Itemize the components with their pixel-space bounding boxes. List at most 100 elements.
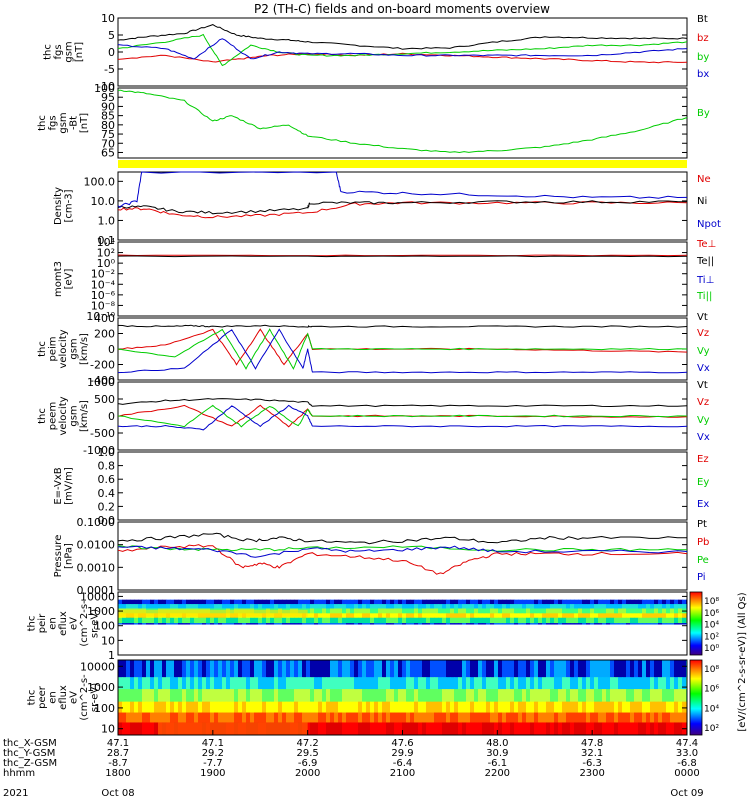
axis-row-value: 29.5 xyxy=(297,748,319,759)
peir-spectrogram xyxy=(118,592,687,655)
ylabel-peer: en xyxy=(48,691,59,704)
ytick-label-density: 100.0 xyxy=(84,175,116,188)
ylabel-peem_velocity: peem xyxy=(48,402,59,430)
panel-efield: 1.00.80.60.40.20.0 E=-VxB [mV/m] Ez Ey Ex xyxy=(53,446,710,527)
legend-moms-Ti||: Ti|| xyxy=(696,291,712,302)
ytick-label-peir: 100 xyxy=(94,620,115,633)
series-fgs_by-By xyxy=(118,89,688,154)
legend-fgs-Bt: Bt xyxy=(697,14,708,25)
ylabel-fgs_by: [nT] xyxy=(79,113,90,133)
colorbar-tick-peir: 10⁶ xyxy=(704,609,719,619)
legend-pressure-Pt: Pt xyxy=(697,519,707,530)
colorbar-peer xyxy=(689,659,703,736)
axis-date-start: Oct 08 xyxy=(101,788,134,799)
series-pressure-Pb xyxy=(117,544,688,575)
axis-row-label: thc_X-GSM xyxy=(3,738,57,749)
ylabel-fgs: fgs xyxy=(53,44,64,59)
ylabel-fgs: thc xyxy=(42,44,53,60)
ytick-label-pressure: 0.0100 xyxy=(77,539,116,552)
ytick-label-fgs: 10 xyxy=(101,12,115,25)
series-peem_velocity-Vy xyxy=(117,404,688,428)
panel-frame-peir xyxy=(117,591,688,656)
axis-row-value: 29.9 xyxy=(391,748,413,759)
ytick-label-peir: 1000 xyxy=(87,605,115,618)
axis-row-label: thc_Z-GSM xyxy=(3,758,57,769)
ytick-label-fgs: -10 xyxy=(97,80,115,93)
ylabel-fgs: [nT] xyxy=(74,42,85,62)
colorbar-label: [eV/(cm^2-s-sr-eV)] (All Qs) xyxy=(737,592,748,731)
series-peim_velocity-Vz xyxy=(117,328,688,366)
ytick-label-peem_velocity: -500 xyxy=(90,427,115,440)
ylabel-fgs_by: thc xyxy=(37,115,48,131)
axis-date-end: Oct 09 xyxy=(670,788,703,799)
ylabel-efield: [mV/m] xyxy=(63,467,74,505)
ylabel-peir: en xyxy=(48,617,59,630)
axis-row-value: 28.7 xyxy=(107,748,129,759)
legend-peem_velocity-Vt: Vt xyxy=(697,380,708,391)
peer-spectrogram xyxy=(118,660,687,735)
ytick-label-density: 10.0 xyxy=(91,195,116,208)
ytick-label-fgs: -5 xyxy=(104,63,115,76)
ylabel-fgs_by: -Bt xyxy=(69,116,80,130)
legend-peim_velocity-Vx: Vx xyxy=(697,363,710,374)
ytick-label-efield: 0.2 xyxy=(98,500,116,513)
ytick-label-peir: 10 xyxy=(101,634,115,647)
axis-row-value: 47.2 xyxy=(297,738,319,749)
legend-fgs_by-By: By xyxy=(697,108,710,119)
time-axis-group: thc_X-GSM 47.1 47.1 47.2 47.6 48.0 47.8 47.4 thc… xyxy=(3,730,704,799)
ylabel-peem_velocity: thc xyxy=(37,408,48,424)
ytick-label-peir: 10000 xyxy=(80,590,115,603)
ylabel-peim_velocity: [km/s] xyxy=(79,333,90,365)
axis-row-value: -6.3 xyxy=(582,758,602,769)
ylabel-peer: eflux xyxy=(58,685,69,710)
panel-pressure: 0.1000 0.0100 0.0010 0.0001 Pressure [nPa] Pt P… xyxy=(53,516,710,597)
yellow-quality-bar xyxy=(118,160,687,168)
ytick-label-fgs: 0 xyxy=(108,46,115,59)
ylabel-fgs_by: gsm xyxy=(58,112,69,133)
axis-row-value: -6.9 xyxy=(298,758,318,769)
ylabel-efield: E=-VxB xyxy=(53,467,64,504)
ytick-label-efield: 0.6 xyxy=(98,473,116,486)
legend-moms-Ti⊥: Ti⊥ xyxy=(696,275,714,286)
axis-row-value: -6.8 xyxy=(677,758,697,769)
ytick-label-efield: 0.4 xyxy=(98,487,116,500)
ytick-label-fgs_by: 80 xyxy=(101,119,115,132)
ylabel-peer: thc xyxy=(27,690,38,706)
axis-row-value: 47.1 xyxy=(202,738,224,749)
ytick-label-efield: 0.0 xyxy=(98,514,116,527)
axis-year: 2021 xyxy=(3,788,28,799)
panel-peem_velocity: 1000 500 0 -500 -1000 thc peem velocity gsm [km/s… xyxy=(37,376,710,457)
colorbar-tick-peer: 10⁴ xyxy=(704,704,719,714)
ylabel-peer: eV xyxy=(69,691,80,704)
axis-row-value: 1800 xyxy=(105,768,130,779)
ytick-label-peir: 1 xyxy=(108,649,115,662)
ytick-label-efield: 1.0 xyxy=(98,446,116,459)
legend-peim_velocity-Vt: Vt xyxy=(697,312,708,323)
ytick-label-peim_velocity: 200 xyxy=(94,328,115,341)
axis-row-value: 2100 xyxy=(390,768,415,779)
ytick-label-moms: 10⁻⁶ xyxy=(91,289,116,302)
ytick-label-pressure: 0.1000 xyxy=(77,516,116,529)
ytick-label-moms: 10⁻¹⁰ xyxy=(86,310,115,323)
legend-density-Ni: Ni xyxy=(697,196,707,207)
series-peem_velocity-Vt xyxy=(117,398,688,408)
legend-efield-Ex: Ex xyxy=(697,499,709,510)
ytick-label-moms: 10⁻⁴ xyxy=(91,278,116,291)
ylabel-peem_velocity: [km/s] xyxy=(79,400,90,432)
axis-row-value: 0000 xyxy=(674,768,699,779)
panel-frame-fgs_by xyxy=(117,87,688,159)
colorbar-tick-peir: 10⁰ xyxy=(704,644,719,654)
series-density-Ne xyxy=(117,201,688,219)
series-peem_velocity-Vx xyxy=(117,404,688,431)
ytick-label-peem_velocity: 500 xyxy=(94,393,115,406)
ytick-label-fgs_by: 75 xyxy=(101,128,115,141)
ytick-label-pressure: 0.0010 xyxy=(77,561,116,574)
series-moms-Te⊥ xyxy=(117,254,688,257)
colorbar-tick-peer: 10² xyxy=(704,724,719,734)
ytick-label-peem_velocity: 0 xyxy=(108,410,115,423)
ylabel-peim_velocity: velocity xyxy=(58,329,69,368)
axis-row-value: 2300 xyxy=(579,768,604,779)
ylabel-peir: eflux xyxy=(58,611,69,636)
ytick-label-peim_velocity: 400 xyxy=(94,312,115,325)
